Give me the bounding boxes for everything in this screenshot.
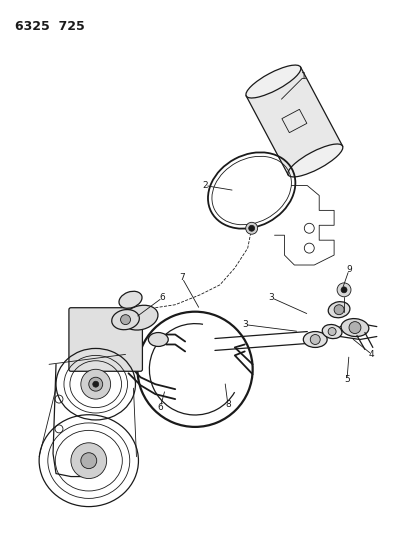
Text: 6: 6 [157,402,163,411]
Bar [246,67,343,175]
Circle shape [249,225,255,231]
Circle shape [334,305,344,314]
Text: 9: 9 [346,265,352,274]
FancyBboxPatch shape [69,308,142,372]
Text: 1: 1 [302,72,307,81]
Circle shape [89,377,103,391]
Ellipse shape [341,319,369,336]
Ellipse shape [123,305,158,330]
Circle shape [349,321,361,334]
Text: 5: 5 [344,375,350,384]
Circle shape [246,222,257,234]
Circle shape [341,287,347,293]
Ellipse shape [149,333,168,346]
Text: 8: 8 [225,400,231,409]
Circle shape [81,369,111,399]
Circle shape [337,283,351,297]
Text: 4: 4 [369,350,375,359]
Ellipse shape [303,332,327,348]
Ellipse shape [246,65,301,98]
Ellipse shape [322,325,342,338]
Text: 3: 3 [268,293,275,302]
Text: 6: 6 [160,293,165,302]
Text: 3: 3 [242,320,248,329]
Circle shape [310,335,320,344]
Circle shape [81,453,97,469]
Text: 7: 7 [179,273,185,282]
Bar [282,109,307,133]
Ellipse shape [112,310,140,330]
Text: 2: 2 [202,181,208,190]
Circle shape [93,381,99,387]
Ellipse shape [328,302,350,318]
Text: 6325  725: 6325 725 [15,20,85,33]
Circle shape [328,328,336,336]
Ellipse shape [119,291,142,308]
Circle shape [71,443,106,479]
Ellipse shape [288,144,343,177]
Circle shape [121,314,131,325]
